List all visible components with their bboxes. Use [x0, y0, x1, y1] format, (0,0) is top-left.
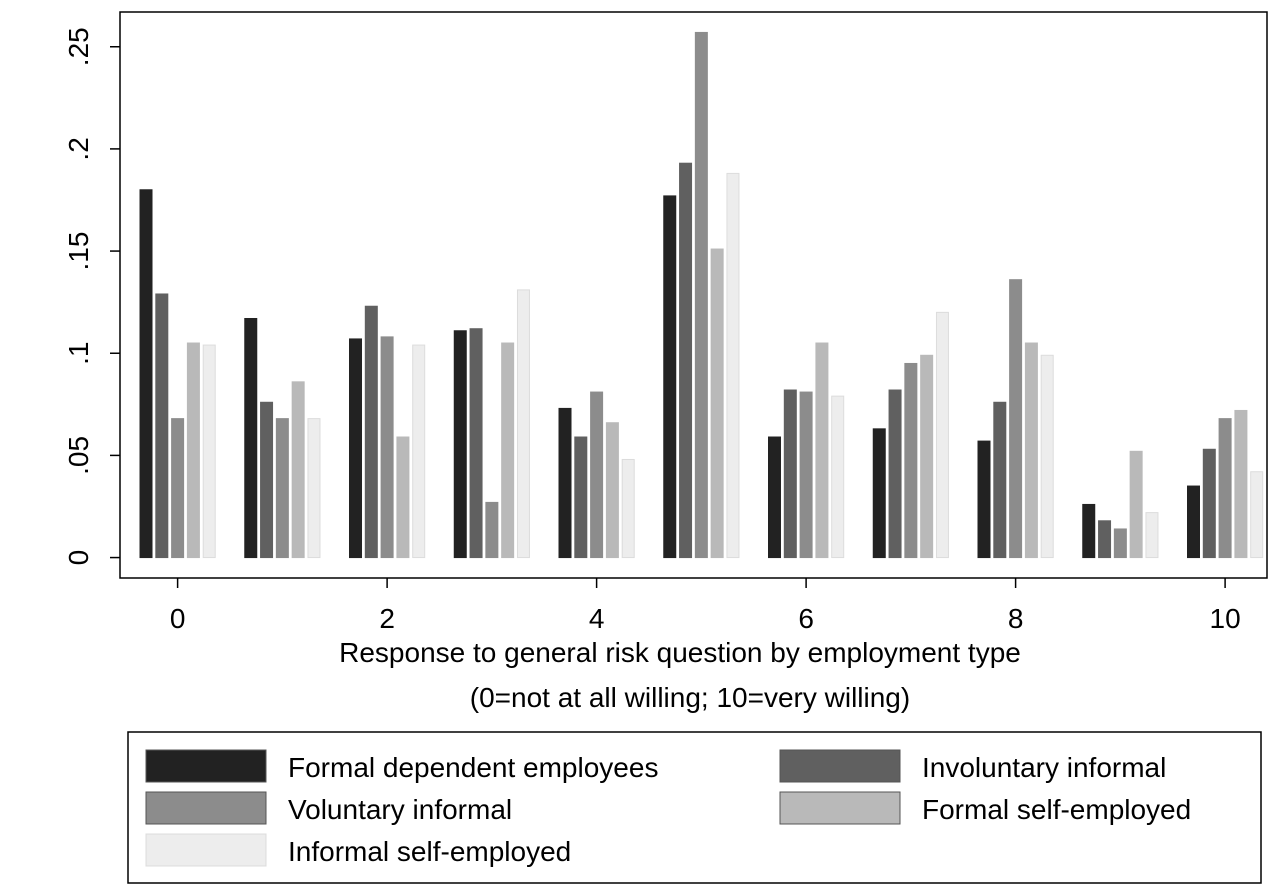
bar: [139, 189, 153, 559]
bar: [993, 401, 1007, 559]
bar: [872, 428, 886, 559]
bar: [977, 440, 991, 559]
x-tick-label: 10: [1210, 603, 1241, 634]
x-axis-label: (0=not at all willing; 10=very willing): [470, 682, 910, 713]
bar: [396, 436, 410, 559]
bar: [171, 418, 185, 559]
x-tick-label: 2: [379, 603, 395, 634]
bar: [935, 311, 949, 559]
bar: [453, 330, 467, 559]
bar: [694, 31, 708, 559]
bar: [590, 391, 604, 559]
bar: [1113, 528, 1127, 559]
plot-frame: [119, 11, 1268, 579]
bar: [244, 317, 258, 559]
bar: [1040, 354, 1054, 559]
bar: [260, 401, 274, 559]
bar: [1009, 279, 1023, 559]
bar: [1187, 485, 1201, 559]
bar: [202, 344, 216, 559]
bar: [412, 344, 426, 559]
x-tick-label: 6: [798, 603, 814, 634]
legend-label: Involuntary informal: [922, 752, 1166, 783]
y-tick-label: .1: [63, 342, 94, 365]
legend-swatch: [145, 791, 267, 825]
bar: [516, 289, 530, 559]
legend-label: Informal self-employed: [288, 836, 571, 867]
bar: [574, 436, 588, 559]
legend-swatch: [145, 833, 267, 867]
bar: [275, 418, 289, 559]
bar: [799, 391, 813, 559]
y-tick-label: 0: [63, 550, 94, 566]
bar: [1202, 448, 1216, 559]
legend-swatch: [145, 749, 267, 783]
bar: [349, 338, 363, 559]
bar: [768, 436, 782, 559]
bar: [558, 407, 572, 559]
bar: [726, 172, 740, 559]
bar: [1082, 503, 1096, 559]
x-axis-label: Response to general risk question by emp…: [339, 637, 1021, 668]
legend-swatch: [779, 749, 901, 783]
bar: [904, 362, 918, 559]
bar: [621, 458, 635, 559]
bar: [469, 328, 483, 559]
bar: [710, 248, 724, 559]
bar: [783, 389, 797, 559]
bar: [1250, 471, 1264, 559]
bar: [291, 381, 305, 559]
x-tick-label: 4: [589, 603, 605, 634]
bar: [920, 354, 934, 559]
bar: [888, 389, 902, 559]
bar: [307, 418, 321, 559]
bar: [1234, 409, 1248, 559]
legend-label: Formal dependent employees: [288, 752, 658, 783]
y-tick-label: .2: [63, 137, 94, 160]
bar: [831, 395, 845, 559]
x-tick-label: 0: [170, 603, 186, 634]
bar: [364, 305, 378, 559]
bar: [155, 293, 169, 559]
bar: [679, 162, 693, 559]
bar: [1129, 450, 1143, 559]
legend-swatch: [779, 791, 901, 825]
bar: [815, 342, 829, 559]
y-tick-label: .05: [63, 436, 94, 475]
bar: [501, 342, 515, 559]
legend-label: Voluntary informal: [288, 794, 512, 825]
y-tick-label: .25: [63, 27, 94, 66]
bar: [1145, 512, 1159, 559]
legend-frame: [127, 731, 1262, 884]
bar: [1024, 342, 1038, 559]
bar: [485, 501, 499, 559]
x-tick-label: 8: [1008, 603, 1024, 634]
bar: [186, 342, 200, 559]
bar: [1218, 418, 1232, 559]
y-tick-label: .15: [63, 232, 94, 271]
bar: [663, 195, 677, 559]
bar: [1098, 520, 1112, 559]
bar: [380, 336, 394, 559]
legend-label: Formal self-employed: [922, 794, 1191, 825]
bar: [605, 422, 619, 559]
